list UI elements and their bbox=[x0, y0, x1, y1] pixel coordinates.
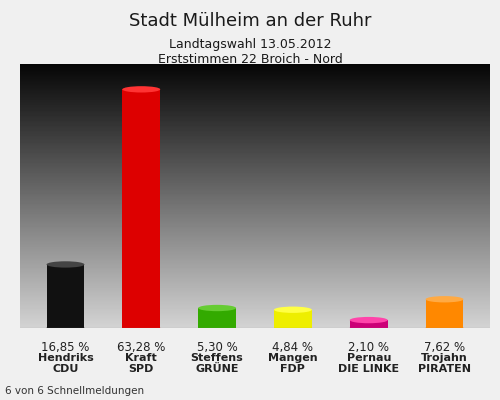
Text: PIRATEN: PIRATEN bbox=[418, 364, 471, 374]
Text: Trojahn: Trojahn bbox=[421, 352, 468, 362]
Text: Erststimmen 22 Broich - Nord: Erststimmen 22 Broich - Nord bbox=[158, 53, 342, 66]
Text: Kraft: Kraft bbox=[126, 352, 157, 362]
Bar bbox=[350, 320, 388, 328]
Bar bbox=[198, 308, 236, 328]
Bar bbox=[46, 264, 84, 328]
Ellipse shape bbox=[198, 325, 236, 331]
Ellipse shape bbox=[426, 325, 464, 331]
Ellipse shape bbox=[350, 325, 388, 331]
Text: GRÜNE: GRÜNE bbox=[196, 364, 239, 374]
Bar bbox=[426, 299, 464, 328]
Text: Hendriks: Hendriks bbox=[38, 352, 94, 362]
Text: Pernau: Pernau bbox=[346, 352, 391, 362]
Text: Steffens: Steffens bbox=[190, 352, 244, 362]
Text: 5,30 %: 5,30 % bbox=[196, 341, 237, 354]
Text: SPD: SPD bbox=[128, 364, 154, 374]
Text: 2,10 %: 2,10 % bbox=[348, 341, 389, 354]
Ellipse shape bbox=[198, 305, 236, 311]
Text: CDU: CDU bbox=[52, 364, 78, 374]
Text: Mangen: Mangen bbox=[268, 352, 318, 362]
Ellipse shape bbox=[122, 86, 160, 92]
Bar bbox=[274, 310, 312, 328]
Text: 6 von 6 Schnellmeldungen: 6 von 6 Schnellmeldungen bbox=[5, 386, 144, 396]
Ellipse shape bbox=[426, 296, 464, 302]
Ellipse shape bbox=[274, 325, 312, 331]
Ellipse shape bbox=[122, 325, 160, 331]
Text: DIE LINKE: DIE LINKE bbox=[338, 364, 400, 374]
Bar bbox=[122, 89, 160, 328]
Ellipse shape bbox=[274, 306, 312, 313]
Ellipse shape bbox=[46, 325, 84, 331]
Text: 7,62 %: 7,62 % bbox=[424, 341, 465, 354]
Text: FDP: FDP bbox=[280, 364, 305, 374]
Ellipse shape bbox=[350, 317, 388, 323]
Text: Landtagswahl 13.05.2012: Landtagswahl 13.05.2012 bbox=[169, 38, 331, 51]
Text: Stadt Mülheim an der Ruhr: Stadt Mülheim an der Ruhr bbox=[129, 12, 371, 30]
Ellipse shape bbox=[46, 261, 84, 268]
Text: 16,85 %: 16,85 % bbox=[42, 341, 90, 354]
Text: 4,84 %: 4,84 % bbox=[272, 341, 314, 354]
Text: 63,28 %: 63,28 % bbox=[117, 341, 166, 354]
